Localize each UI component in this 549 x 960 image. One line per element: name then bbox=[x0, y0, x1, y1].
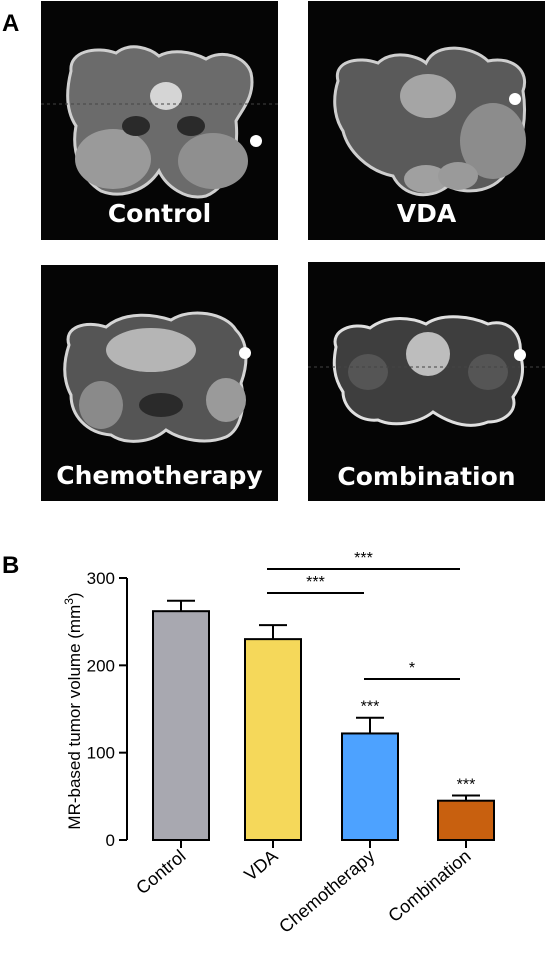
mri-scan-control bbox=[41, 45, 278, 199]
y-tick-label: 0 bbox=[106, 831, 115, 850]
mri-image-combination: Combination bbox=[308, 262, 545, 501]
mri-scan-chemotherapy bbox=[63, 311, 251, 443]
x-tick-label: Chemotherapy bbox=[275, 846, 378, 937]
mri-label-chemotherapy: Chemotherapy bbox=[56, 461, 263, 490]
mri-label-vda: VDA bbox=[396, 199, 457, 228]
y-tick-label: 200 bbox=[87, 656, 115, 675]
bar-chemotherapy bbox=[341, 732, 399, 842]
mri-image-chemotherapy: Chemotherapy bbox=[41, 265, 278, 501]
comparison-label: *** bbox=[306, 574, 325, 591]
panel-a-letter: A bbox=[2, 10, 20, 37]
y-tick-label: 300 bbox=[87, 569, 115, 588]
mri-scan-combination bbox=[308, 315, 545, 427]
bar-combination bbox=[437, 799, 495, 842]
mri-scan-vda bbox=[333, 46, 527, 197]
mri-image-vda: VDA bbox=[308, 1, 545, 240]
mri-label-control: Control bbox=[107, 199, 212, 228]
bar-significance-label: *** bbox=[361, 699, 380, 716]
y-tick-label: 100 bbox=[87, 744, 115, 763]
mri-image-control: Control bbox=[41, 1, 278, 240]
bar-vda bbox=[244, 638, 302, 841]
x-tick-label: Combination bbox=[384, 846, 474, 926]
y-axis-title: MR-based tumor volume (mm3) bbox=[62, 592, 84, 829]
panel-b-letter: B bbox=[2, 552, 20, 579]
bar-significance-label: *** bbox=[457, 776, 476, 793]
x-tick-label: Control bbox=[132, 846, 189, 899]
mri-label-combination: Combination bbox=[337, 462, 516, 491]
comparison-label: * bbox=[409, 660, 415, 677]
comparison-label: *** bbox=[354, 550, 373, 567]
bar-control bbox=[152, 610, 210, 842]
x-tick-label: VDA bbox=[240, 846, 281, 885]
